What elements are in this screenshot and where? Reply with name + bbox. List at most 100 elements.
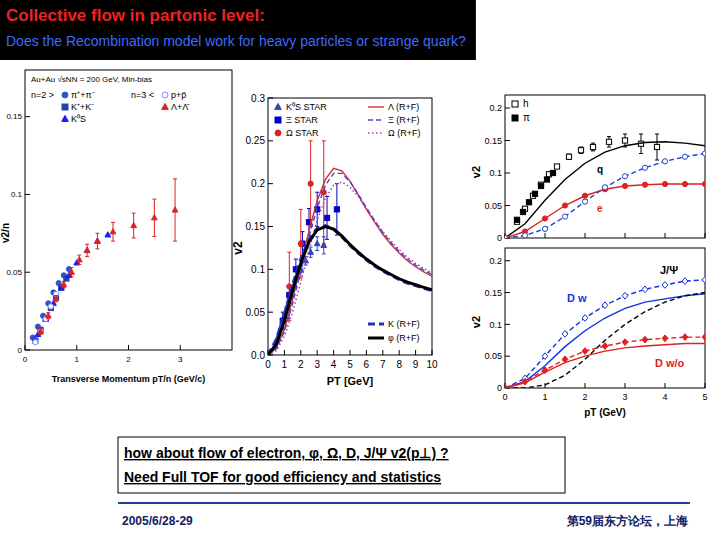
y-tick (25, 116, 30, 117)
x-tick-label: 0 (265, 359, 271, 370)
y-tick-label: 0 (497, 233, 502, 243)
chart: 01234500.050.10.150.2pT (GeV)v2D wJ/ΨD w… (470, 248, 708, 418)
x-tick-label: 2 (298, 359, 304, 370)
subtitle: Au+Au √sNN = 200 GeV, Min-bias (31, 75, 152, 84)
error-bar (46, 313, 50, 319)
error-bar (335, 184, 339, 235)
legend-label: Ξ STAR (286, 115, 318, 125)
data-point (562, 331, 568, 338)
data-point (298, 241, 303, 246)
x-tick (705, 383, 706, 388)
y-tick-label: 0.05 (484, 201, 502, 211)
data-point (45, 313, 51, 318)
y-tick-label: 0.1 (489, 168, 502, 178)
y-axis-label: v2 (231, 241, 245, 255)
data-point (662, 282, 668, 289)
curve-label: J/Ψ (660, 264, 678, 276)
x-tick-label: 2 (582, 392, 587, 402)
data-point (69, 269, 75, 274)
y-tick-label: 0.05 (6, 268, 22, 277)
legend-label: π (523, 112, 530, 123)
data-point (95, 238, 101, 243)
curve-label: e (597, 203, 603, 214)
slide: Collective flow in partonic level:Does t… (0, 0, 720, 540)
legend-group-label: n=3 < (131, 90, 154, 100)
data-point (682, 278, 688, 285)
y-axis-label: v2 (470, 166, 482, 178)
legend-label: K⁺+K⁻ (71, 102, 94, 112)
x-tick-label: 5 (702, 392, 707, 402)
legend-marker (275, 130, 281, 136)
error-bar (173, 179, 177, 241)
y-tick (268, 98, 273, 99)
data-point (105, 232, 111, 237)
chart: 012300.050.10.15Transverse Momentum pT/n… (0, 70, 232, 384)
footer-rule (118, 502, 690, 504)
y-tick (268, 226, 273, 227)
data-point (550, 170, 555, 175)
x-tick (350, 350, 351, 355)
series-line (505, 184, 705, 238)
error-bar (309, 141, 313, 227)
x-tick (25, 345, 26, 350)
y-tick-label: 0.2 (251, 178, 265, 189)
x-tick-label: 1 (282, 359, 288, 370)
y-tick (505, 292, 510, 293)
curve-label: D w/o (655, 357, 685, 369)
x-tick-label: 4 (331, 359, 337, 370)
y-tick-label: 0.2 (489, 103, 502, 113)
data-point (562, 214, 567, 219)
error-bar (70, 268, 74, 277)
data-point (505, 385, 508, 388)
error-bar (567, 154, 571, 159)
data-point (578, 148, 583, 153)
y-tick-label: 0.15 (484, 288, 502, 298)
data-layer (505, 276, 705, 388)
y-tick (25, 350, 30, 351)
chart: 0123456789100.00.050.10.150.20.250.3PT [… (231, 93, 438, 388)
y-tick (25, 272, 30, 273)
series-line (505, 343, 705, 388)
plot-frame (25, 70, 232, 350)
data-point (662, 181, 667, 186)
series-line (268, 226, 432, 355)
error-bar (579, 147, 583, 154)
data-point (622, 339, 628, 346)
error-bar (655, 134, 659, 160)
series-line (268, 182, 432, 355)
data-point (654, 144, 659, 149)
legend-marker (162, 103, 169, 109)
error-bar (591, 143, 595, 151)
x-tick (317, 350, 318, 355)
data-point (682, 154, 687, 159)
x-tick-label: 9 (413, 359, 419, 370)
x-tick (415, 350, 416, 355)
data-layer (30, 179, 178, 345)
data-point (562, 203, 567, 208)
y-tick-label: 0.15 (246, 221, 266, 232)
data-point (582, 315, 588, 322)
legend-label: p+p̄ (171, 90, 186, 100)
legend-label: h (523, 98, 529, 109)
series-line (505, 154, 705, 239)
x-tick (333, 350, 334, 355)
data-point (602, 302, 608, 309)
data-point (334, 207, 339, 212)
subtitle: Does the Recombination model work for he… (6, 33, 466, 49)
data-point (522, 233, 527, 238)
data-point (152, 215, 158, 220)
x-tick (665, 383, 666, 388)
data-point (622, 174, 627, 179)
y-tick-label: 0.0 (251, 350, 265, 361)
data-point (505, 385, 508, 388)
x-tick (432, 350, 433, 355)
x-tick (545, 233, 546, 238)
x-tick (284, 350, 285, 355)
curve-label: D w (567, 292, 587, 304)
y-tick-label: 0.15 (6, 112, 22, 121)
data-point (76, 257, 82, 262)
plot-frame (505, 248, 705, 388)
legend-line (368, 323, 384, 326)
x-tick (128, 345, 129, 350)
y-tick (25, 194, 30, 195)
